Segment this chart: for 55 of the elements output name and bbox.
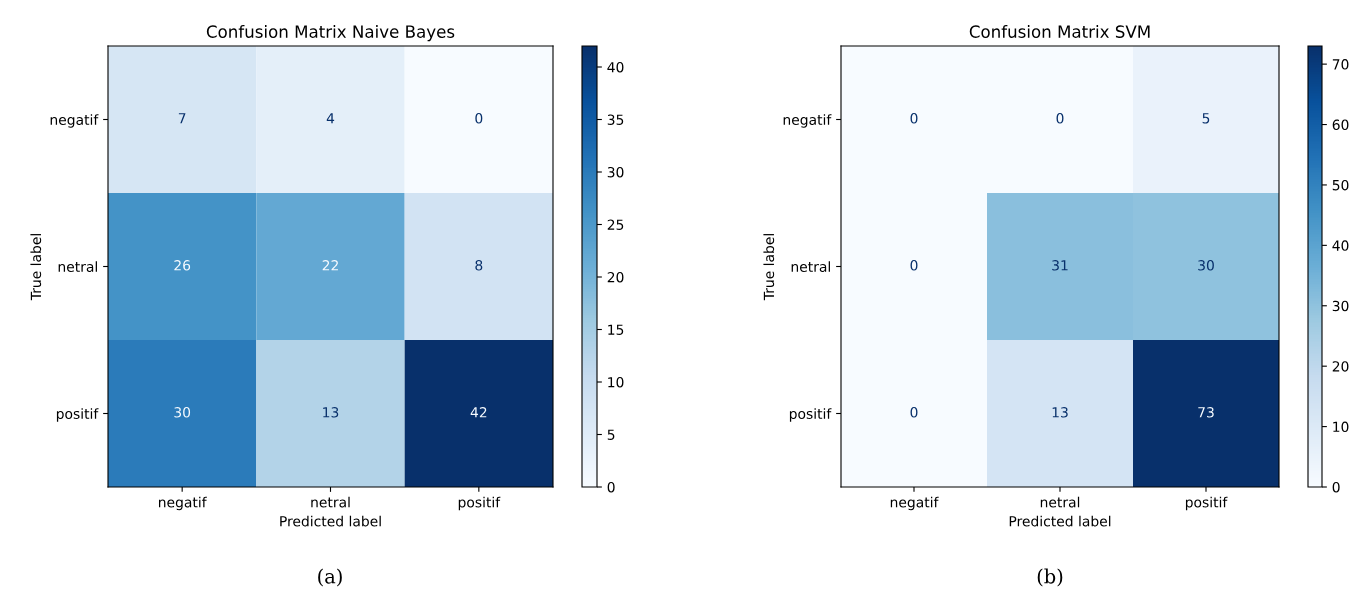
x-tick-label: negatif [158, 496, 207, 511]
text: (b) [1037, 568, 1063, 587]
color-bar-label: 30 [1332, 300, 1349, 312]
x-tick-label: positif [1185, 496, 1228, 511]
data-label: 0 [910, 113, 918, 124]
x-tick-label: negatif [890, 496, 939, 511]
color-bar-label: 10 [608, 376, 624, 388]
color-bar-label: 50 [1332, 179, 1349, 191]
color-bar-label: 15 [608, 324, 624, 335]
data-label: 22 [322, 260, 338, 271]
data-label: 42 [470, 407, 487, 418]
color-bar-label: 0 [607, 481, 615, 493]
chart-title: Confusion Matrix Naive Bayes [206, 25, 455, 42]
data-label: 4 [326, 113, 335, 124]
data-label: 5 [1202, 113, 1210, 124]
data-label: 0 [910, 407, 918, 418]
y-tick-label: positif [789, 408, 832, 422]
x-tick-label: positif [458, 496, 501, 511]
data-label: 0 [910, 260, 918, 271]
color-bar-label: 30 [607, 166, 624, 178]
color-bar-label: 35 [607, 114, 624, 125]
color-bar-label: 20 [1332, 361, 1349, 372]
x-tick-label: netral [311, 496, 350, 508]
data-label: 7 [178, 113, 186, 124]
y-axis-title: True label [30, 234, 42, 301]
chart-title: Confusion Matrix SVM [969, 25, 1150, 38]
data-label: 0 [475, 113, 483, 124]
y-tick-label: netral [791, 261, 830, 272]
x-tick-label: netral [1040, 496, 1080, 508]
x-axis-title: Predicted label [1009, 515, 1111, 527]
data-label: 13 [1052, 407, 1068, 418]
color-bar-label: 0 [1332, 481, 1340, 493]
text: (a) [318, 568, 342, 587]
color-bar-label: 20 [607, 271, 624, 283]
data-label: 73 [1198, 407, 1214, 418]
color-bar-label: 5 [607, 429, 615, 440]
data-label: 30 [1198, 260, 1214, 271]
data-label: 30 [174, 407, 191, 418]
y-tick-label: negatif [783, 114, 832, 128]
y-tick-label: netral [58, 261, 97, 272]
color-bar-label: 40 [607, 61, 624, 73]
color-bar-label: 70 [1332, 59, 1349, 70]
y-tick-label: positif [56, 408, 99, 422]
color-bar-label: 10 [1333, 421, 1349, 433]
y-tick-label: negatif [50, 114, 99, 128]
color-bar-label: 25 [607, 219, 624, 230]
y-axis-title: True label [763, 234, 775, 301]
data-label: 31 [1052, 260, 1068, 271]
data-label: 0 [1056, 113, 1064, 124]
color-bar-label: 60 [1332, 119, 1349, 131]
data-label: 8 [475, 260, 483, 271]
data-label: 26 [174, 260, 191, 271]
x-axis-title: Predicted label [280, 515, 381, 527]
color-bar-label: 40 [1332, 240, 1349, 251]
data-label: 13 [323, 407, 339, 418]
